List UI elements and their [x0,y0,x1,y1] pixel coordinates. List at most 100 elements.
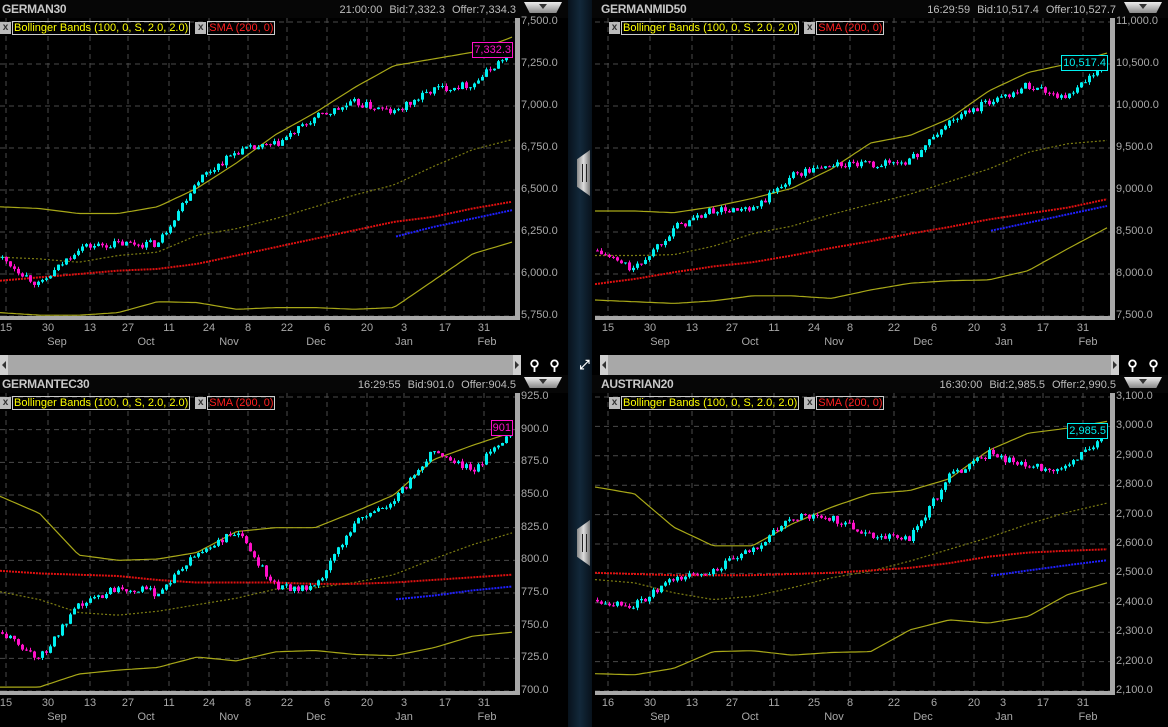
remove-indicator-icon[interactable]: x [804,22,816,34]
scroll-left-arrow-icon[interactable] [0,355,8,375]
scroll-left-arrow-icon[interactable] [600,355,608,375]
candle [1084,447,1087,453]
candle [764,541,767,546]
candle [700,214,703,219]
candle [129,589,132,594]
quote-offer: Offer:2,990.5 [1051,379,1116,391]
x-axis-month-label: Nov [824,711,844,723]
candle [1004,93,1007,99]
chart-panel-germanmid50: GERMANMID50 16:29:59 Bid:10,517.4 Offer:10,… [592,0,1168,352]
scroll-right-arrow-icon[interactable] [1111,355,1119,375]
x-axis-day-label: 22 [280,697,294,709]
remove-indicator-icon[interactable]: x [804,397,816,409]
candle [860,529,863,534]
price-axis-label: 5,750.0 [521,309,558,321]
x-axis-day-label: 31 [1076,697,1090,709]
candle [305,123,308,128]
scroll-right-arrow-icon[interactable] [513,355,521,375]
bollinger-legend[interactable]: x Bollinger Bands (100, 0, S, 2.0, 2.0) [0,396,191,410]
bollinger-legend[interactable]: x Bollinger Bands (100, 0, S, 2.0, 2.0) [609,21,800,35]
expand-icon[interactable]: ⤢ [579,357,590,372]
candle [868,530,871,534]
candle [153,240,156,248]
candle [117,585,120,594]
bollinger-middle-band [0,532,513,616]
x-axis-day-label: 15 [0,697,13,709]
candle [273,579,276,585]
chart-menu-dropdown-button[interactable] [524,2,562,13]
bollinger-lower-band [0,631,513,688]
candle [604,252,607,256]
candle [125,588,128,594]
remove-indicator-icon[interactable]: x [195,22,207,34]
candle [616,256,619,262]
candle [796,519,799,522]
price-chart[interactable] [595,18,1116,320]
candle [365,99,368,109]
zoom-in-icon[interactable]: ⚲ [1148,357,1159,373]
sma-legend[interactable]: x SMA (200, 0) [804,21,885,35]
remove-indicator-icon[interactable]: x [0,22,11,34]
candle [421,465,424,473]
candle [656,588,659,594]
zoom-out-icon[interactable]: ⚲ [529,357,540,373]
remove-indicator-icon[interactable]: x [0,397,11,409]
candle [421,90,424,103]
price-chart[interactable] [595,393,1116,695]
chart-menu-dropdown-button[interactable] [524,377,562,388]
remove-indicator-icon[interactable]: x [195,397,207,409]
price-chart[interactable] [0,18,521,320]
candle [744,549,747,555]
chart-menu-dropdown-button[interactable] [1124,377,1162,388]
candle [836,515,839,527]
indicator-legend: x Bollinger Bands (100, 0, S, 2.0, 2.0) x S… [609,396,885,410]
bollinger-legend[interactable]: x Bollinger Bands (100, 0, S, 2.0, 2.0) [609,396,800,410]
candle [816,165,819,169]
candle [824,515,827,520]
candle [744,206,747,212]
candle [209,546,212,551]
candle [644,257,647,265]
candle [1060,466,1063,471]
price-axis-label: 8,500.0 [1116,225,1153,237]
chart-menu-dropdown-button[interactable] [1124,2,1162,13]
candle [201,549,204,554]
panel-splitter[interactable] [568,0,592,727]
candle [728,555,731,562]
candle [736,556,739,562]
candle [257,554,260,568]
candle [249,143,252,149]
candle [976,107,979,112]
candle [309,583,312,592]
zoom-in-icon[interactable]: ⚲ [549,357,560,373]
candle [201,174,204,183]
candle [784,182,787,189]
x-axis-month-label: Dec [306,336,326,348]
horizontal-scrollbar-germanmid50[interactable] [600,355,1119,375]
remove-indicator-icon[interactable]: x [609,397,620,409]
candle [161,587,164,594]
candle [233,150,236,159]
remove-indicator-icon[interactable]: x [609,22,620,34]
candle [704,573,707,577]
candle [840,161,843,169]
candle [984,456,987,462]
horizontal-scrollbar-german30[interactable] [0,355,521,375]
zoom-out-icon[interactable]: ⚲ [1127,357,1138,373]
candle [101,594,104,599]
candle [185,198,188,205]
candle [81,243,84,253]
price-chart[interactable] [0,393,521,695]
bollinger-legend[interactable]: x Bollinger Bands (100, 0, S, 2.0, 2.0) [0,21,191,35]
sma-legend[interactable]: x SMA (200, 0) [195,396,276,410]
candle [137,591,140,593]
candle [788,175,791,187]
splitter-handle-top[interactable] [577,150,590,196]
sma-legend[interactable]: x SMA (200, 0) [804,396,885,410]
sma-legend[interactable]: x SMA (200, 0) [195,21,276,35]
candle [968,108,971,114]
candle [69,612,72,625]
candle [612,255,615,259]
candle [77,602,80,610]
splitter-handle-bottom[interactable] [577,520,590,566]
